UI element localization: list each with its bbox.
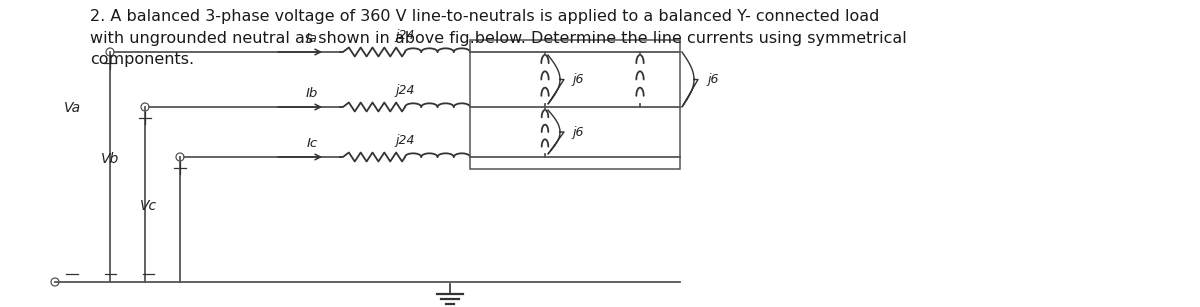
Text: Vc: Vc bbox=[139, 199, 156, 212]
Text: Ib: Ib bbox=[306, 87, 318, 100]
Text: j24: j24 bbox=[395, 29, 415, 42]
Text: 2. A balanced 3-phase voltage of 360 V line-to-neutrals is applied to a balanced: 2. A balanced 3-phase voltage of 360 V l… bbox=[90, 9, 907, 68]
Text: Vb: Vb bbox=[101, 151, 119, 165]
Text: j6: j6 bbox=[572, 126, 583, 138]
Text: j6: j6 bbox=[572, 73, 583, 86]
Text: Ic: Ic bbox=[307, 137, 318, 150]
Text: j24: j24 bbox=[395, 84, 415, 97]
Text: Ia: Ia bbox=[306, 32, 318, 45]
Bar bbox=[470, 40, 680, 169]
Text: j6: j6 bbox=[707, 73, 719, 86]
Text: Va: Va bbox=[64, 101, 80, 115]
Text: j24: j24 bbox=[395, 134, 415, 147]
